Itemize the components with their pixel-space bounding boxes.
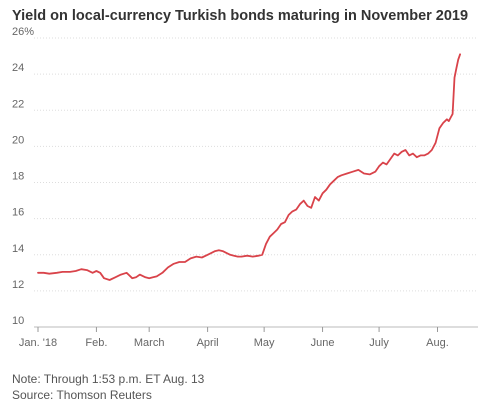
- y-axis-tick-labels: 10 12 14 16 18 20 22 24 26%: [12, 26, 34, 327]
- x-tick-label: Feb.: [85, 337, 107, 349]
- y-tick-label: 14: [12, 243, 24, 255]
- y-tick-label: 22: [12, 98, 24, 110]
- chart-note: Note: Through 1:53 p.m. ET Aug. 13: [12, 372, 205, 386]
- y-tick-label: 12: [12, 279, 24, 291]
- x-tick-label: July: [369, 337, 389, 349]
- series-layer: [37, 53, 462, 281]
- x-tick-label: April: [197, 337, 219, 349]
- x-tick-label: Aug.: [426, 337, 449, 349]
- x-tick-label: June: [311, 337, 335, 349]
- x-axis-ticks: Jan. '18 Feb. March April May June July Aug.: [19, 327, 449, 349]
- y-tick-label: 26%: [12, 26, 34, 38]
- y-tick-label: 10: [12, 315, 24, 327]
- chart-title: Yield on local-currency Turkish bonds ma…: [12, 8, 469, 24]
- y-tick-label: 18: [12, 171, 24, 183]
- y-tick-label: 24: [12, 62, 24, 74]
- yield-series-line: [37, 53, 462, 281]
- y-tick-label: 20: [12, 134, 24, 146]
- gridlines: [34, 37, 478, 328]
- x-tick-label: March: [134, 337, 165, 349]
- x-tick-label: May: [254, 337, 275, 349]
- chart-source: Source: Thomson Reuters: [12, 388, 152, 402]
- x-tick-label: Jan. '18: [19, 337, 57, 349]
- y-tick-label: 16: [12, 207, 24, 219]
